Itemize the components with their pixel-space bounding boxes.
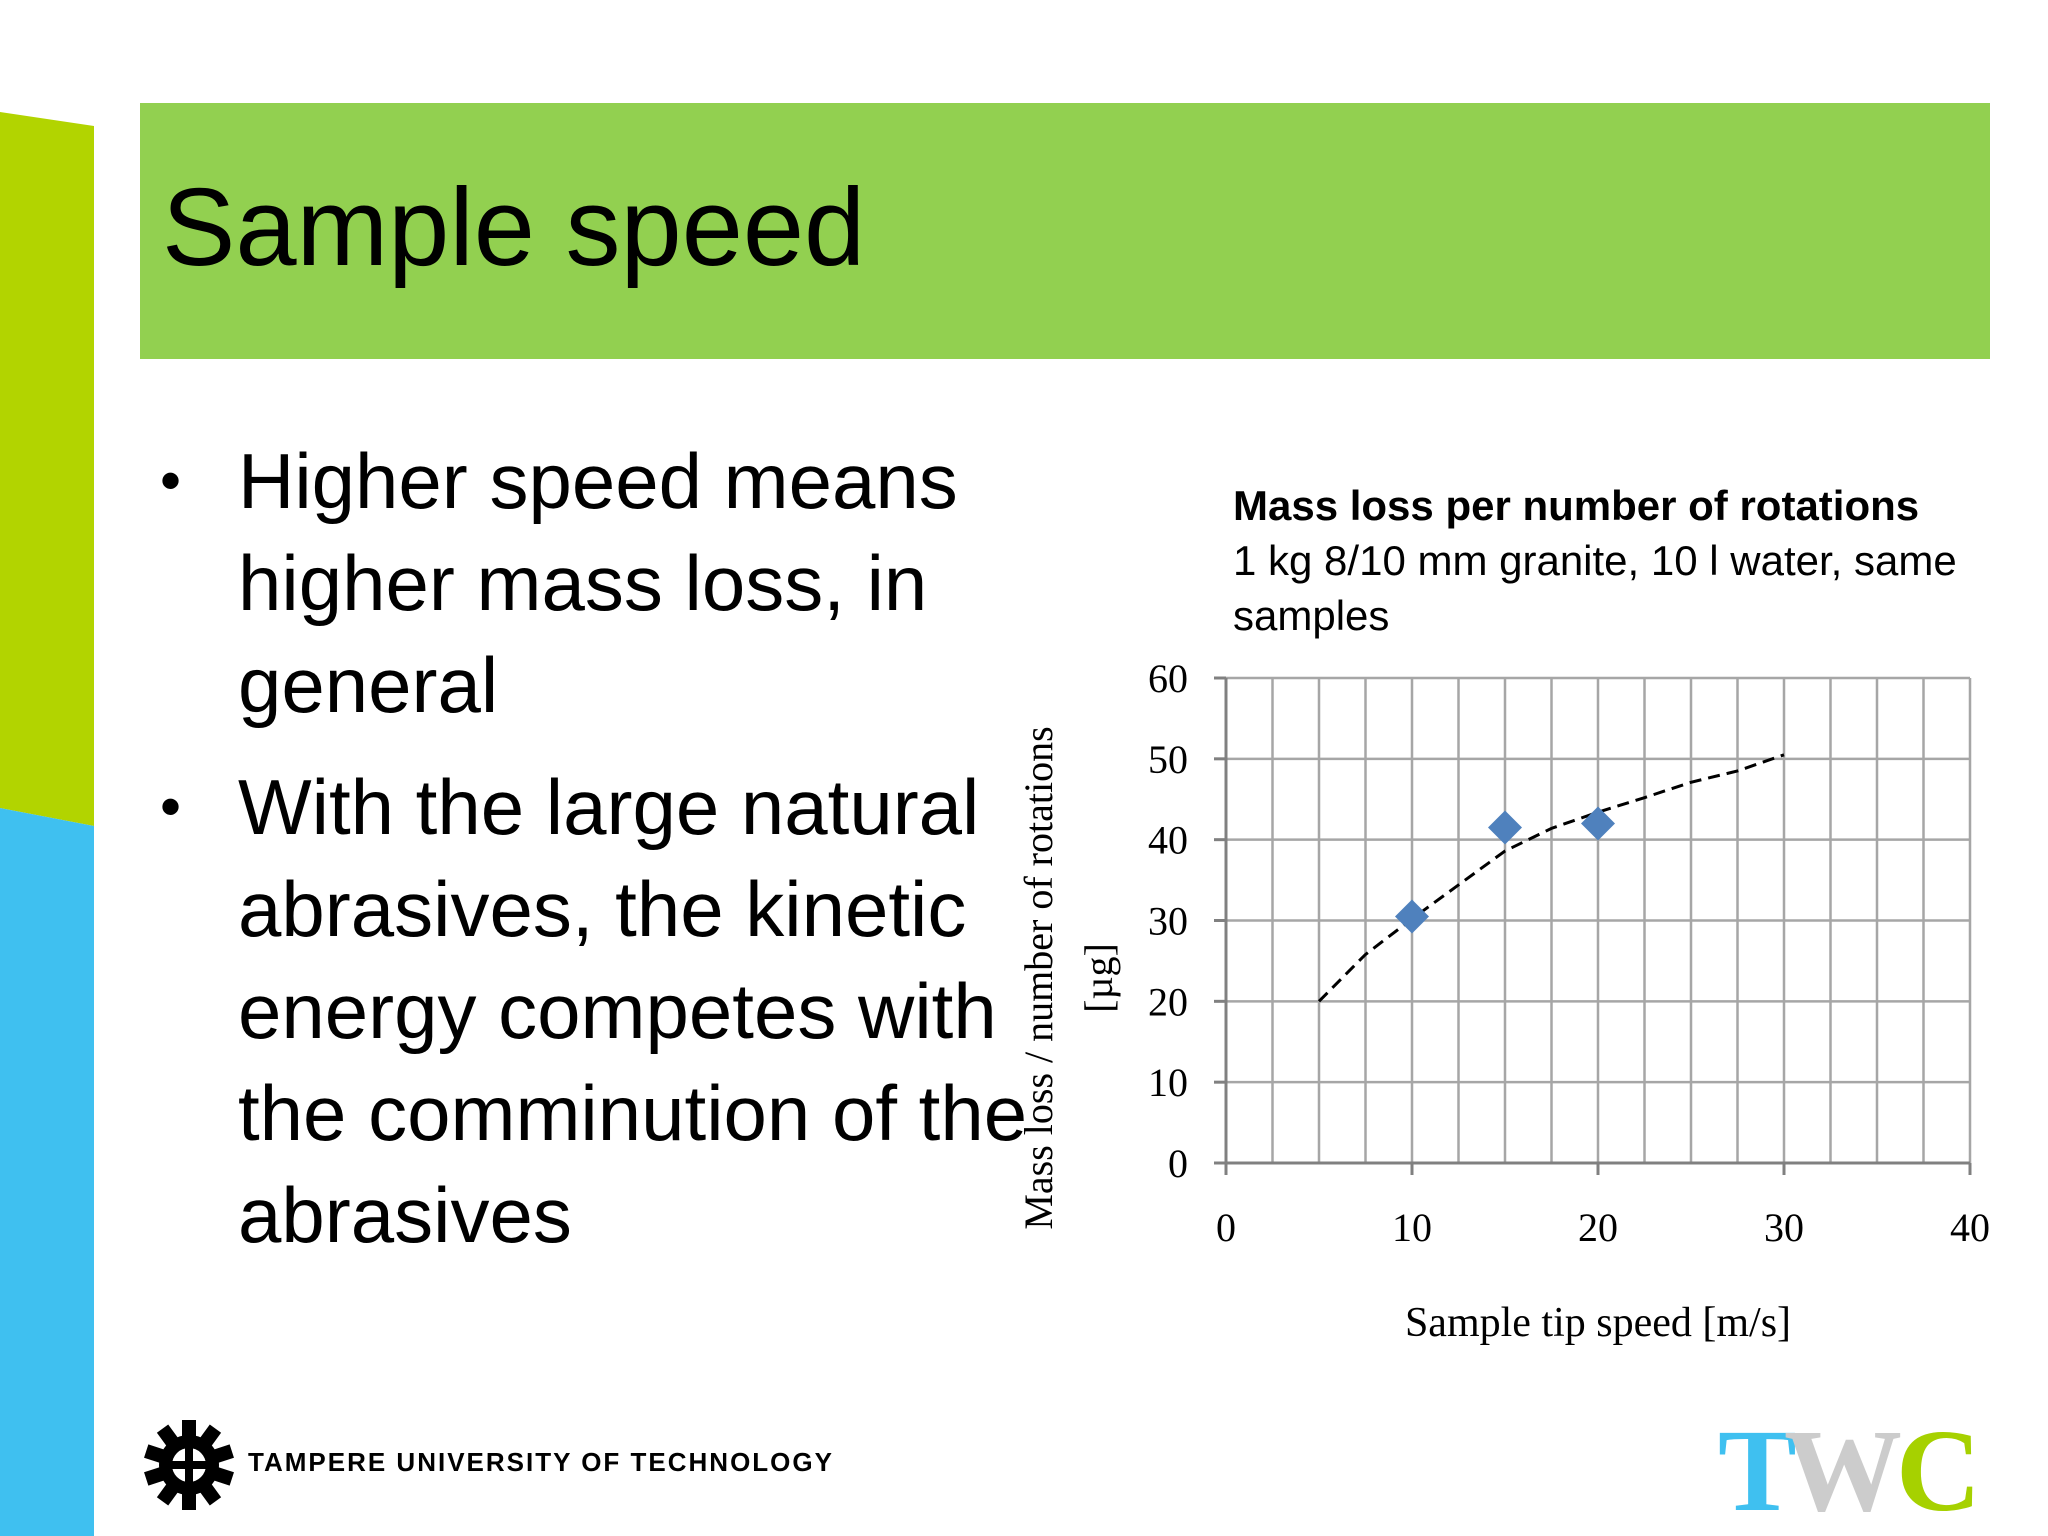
chart-title: Mass loss per number of rotations	[1233, 482, 1920, 529]
y-tick-label: 20	[1148, 979, 1188, 1024]
logo-letter-w: W	[1784, 1418, 1902, 1518]
trendline	[1317, 753, 1785, 1003]
bullet-text: Higher speed means higher mass loss, in …	[238, 437, 958, 729]
chart-labels: 0 10 20 30 40 50 60 0 10 20 30 40 Sample tip speed […	[1016, 656, 1990, 1346]
y-tick-label: 0	[1168, 1141, 1188, 1186]
bullet-item: • Higher speed means higher mass loss, i…	[160, 430, 1040, 736]
y-tick-label: 30	[1148, 899, 1188, 944]
bullet-dot: •	[160, 773, 182, 840]
chart-axes	[1214, 676, 1972, 1175]
data-point-diamond	[1395, 899, 1429, 934]
chart-subtitle: 1 kg 8/10 mm granite, 10 l water, same s…	[1233, 537, 1957, 639]
y-axis-title-unit: [µg]	[1076, 943, 1121, 1013]
logo-letter-t: T	[1718, 1418, 1797, 1518]
data-points	[1395, 806, 1615, 934]
x-tick-label: 20	[1578, 1205, 1618, 1250]
title-band: Sample speed	[140, 103, 1990, 359]
data-point-diamond	[1488, 810, 1522, 845]
chart-grid	[1224, 676, 1972, 1165]
bullet-dot: •	[160, 447, 182, 514]
chart-title-block: Mass loss per number of rotations 1 kg 8…	[1233, 478, 2033, 643]
data-point-diamond	[1581, 806, 1615, 841]
bullet-list: • Higher speed means higher mass loss, i…	[160, 430, 1040, 1286]
y-tick-label: 50	[1148, 737, 1188, 782]
y-tick-label: 10	[1148, 1060, 1188, 1105]
university-name: TAMPERE UNIVERSITY OF TECHNOLOGY	[248, 1447, 834, 1477]
x-tick-label: 0	[1216, 1205, 1236, 1250]
y-tick-label: 40	[1148, 818, 1188, 863]
side-stripe-green	[0, 112, 94, 826]
y-axis-title-line: Mass loss / number of rotations	[1016, 726, 1061, 1229]
tut-gear-logo-icon	[144, 1420, 234, 1510]
gear-bar-vertical	[185, 1443, 193, 1487]
y-axis-title: Mass loss / number of rotations [µg]	[1016, 726, 1121, 1229]
twc-logo: T W C	[1718, 1418, 1981, 1518]
x-tick-label: 30	[1764, 1205, 1804, 1250]
x-tick-label: 40	[1950, 1205, 1990, 1250]
y-tick-label: 60	[1148, 656, 1188, 701]
slide-title: Sample speed	[162, 166, 866, 289]
x-tick-label: 10	[1392, 1205, 1432, 1250]
logo-letter-c: C	[1896, 1418, 1981, 1518]
bullet-text: With the large natural abrasives, the ki…	[238, 763, 1028, 1259]
trendline-group	[1317, 753, 1785, 1003]
side-stripe-blue	[0, 808, 94, 1536]
x-axis-title: Sample tip speed [m/s]	[1405, 1300, 1791, 1346]
bullet-item: • With the large natural abrasives, the …	[160, 756, 1040, 1266]
side-color-stripes	[0, 112, 94, 1536]
